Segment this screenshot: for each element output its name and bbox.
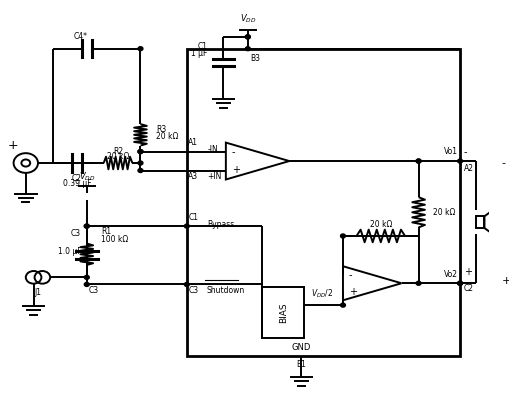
Text: B1: B1 — [296, 360, 306, 369]
Text: Shutdown: Shutdown — [206, 285, 244, 295]
Circle shape — [138, 47, 143, 51]
Text: 20 kΩ: 20 kΩ — [156, 132, 178, 141]
Text: -IN: -IN — [207, 145, 218, 154]
Text: C3: C3 — [188, 285, 198, 295]
Text: 20 kΩ: 20 kΩ — [432, 208, 455, 217]
Text: BIAS: BIAS — [278, 303, 287, 323]
Text: Vo2: Vo2 — [443, 270, 457, 279]
Text: 0.39 µF: 0.39 µF — [63, 179, 91, 188]
Circle shape — [415, 281, 420, 285]
Circle shape — [138, 150, 143, 154]
Text: Vo1: Vo1 — [443, 147, 457, 156]
Circle shape — [184, 224, 189, 228]
Text: +: + — [231, 165, 239, 175]
Text: C2: C2 — [72, 173, 82, 183]
Text: $V_{DD}$: $V_{DD}$ — [239, 13, 256, 25]
Circle shape — [457, 281, 462, 285]
Circle shape — [138, 161, 143, 165]
Text: C1: C1 — [188, 213, 198, 222]
Circle shape — [138, 150, 143, 154]
Text: R1: R1 — [101, 227, 111, 236]
Text: A1: A1 — [188, 138, 198, 147]
Text: C1: C1 — [197, 42, 207, 51]
Text: -: - — [231, 147, 235, 157]
Text: C2: C2 — [463, 284, 473, 293]
Text: B3: B3 — [250, 54, 260, 63]
Circle shape — [84, 283, 89, 286]
Text: GND: GND — [291, 343, 310, 352]
Circle shape — [138, 169, 143, 173]
Text: R3: R3 — [156, 125, 166, 135]
Text: A2: A2 — [463, 164, 473, 173]
Text: C3: C3 — [71, 229, 81, 238]
Text: +: + — [7, 139, 18, 152]
Circle shape — [415, 159, 420, 163]
Text: C3: C3 — [89, 285, 99, 295]
Text: 1 µF: 1 µF — [191, 49, 207, 58]
Circle shape — [457, 159, 462, 163]
Text: A3: A3 — [188, 172, 198, 181]
Text: C4*: C4* — [74, 33, 88, 41]
Circle shape — [457, 281, 462, 285]
Text: 100 kΩ: 100 kΩ — [101, 235, 128, 244]
Text: Bypass: Bypass — [207, 220, 234, 229]
Text: +: + — [348, 287, 356, 297]
Text: 1.0 µF: 1.0 µF — [58, 247, 82, 256]
Circle shape — [340, 303, 345, 307]
Text: -: - — [500, 158, 504, 168]
Text: $V_{DD}$: $V_{DD}$ — [78, 171, 95, 183]
Circle shape — [415, 159, 420, 163]
Circle shape — [245, 35, 250, 39]
Text: 20 kΩ: 20 kΩ — [106, 152, 129, 161]
Text: 20 kΩ: 20 kΩ — [369, 220, 391, 229]
Text: -: - — [463, 147, 467, 157]
Text: R2: R2 — [112, 147, 123, 156]
Text: +: + — [500, 276, 509, 286]
Text: J1: J1 — [35, 288, 41, 297]
Bar — [262, 287, 303, 339]
Circle shape — [245, 47, 250, 51]
Circle shape — [84, 224, 89, 228]
Text: $V_{DD}/2$: $V_{DD}/2$ — [310, 287, 332, 300]
Circle shape — [84, 224, 89, 228]
Bar — [186, 49, 459, 356]
Circle shape — [340, 234, 345, 238]
Circle shape — [245, 35, 250, 39]
Text: -: - — [348, 270, 352, 280]
Text: +IN: +IN — [207, 172, 221, 181]
Text: +: + — [463, 267, 471, 277]
Bar — [475, 216, 484, 228]
Circle shape — [184, 283, 189, 286]
Circle shape — [84, 276, 89, 279]
